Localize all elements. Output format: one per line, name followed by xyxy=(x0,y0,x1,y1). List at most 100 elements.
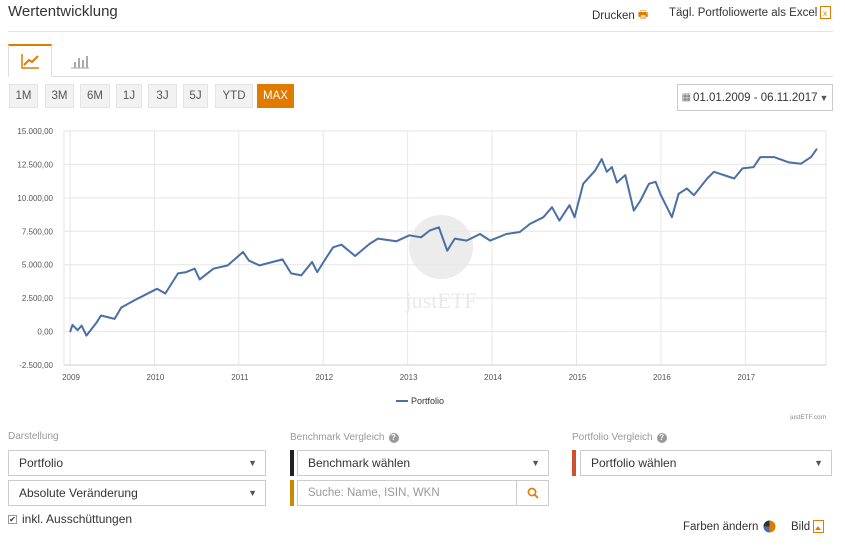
x-tick-label: 2017 xyxy=(737,373,755,382)
y-tick-label: 15.000,00 xyxy=(17,127,53,136)
data-point xyxy=(226,264,229,267)
help-icon[interactable]: ? xyxy=(656,432,667,443)
data-point xyxy=(281,258,284,261)
data-point xyxy=(693,194,695,196)
data-point xyxy=(258,264,261,267)
data-point xyxy=(290,272,292,275)
darstellung-label: Darstellung xyxy=(8,431,59,442)
range-5j-button[interactable]: 5J xyxy=(183,84,208,108)
portfolio-compare-select[interactable]: Portfolio wählen ▼ xyxy=(580,450,832,476)
divider xyxy=(8,31,833,32)
darstellung-select[interactable]: Portfolio ▼ xyxy=(8,450,266,476)
x-tick-label: 2009 xyxy=(62,373,80,382)
data-point xyxy=(624,174,627,176)
performance-chart: justETF 15.000,00 12.500,00 10.000,00 7.500,… xyxy=(17,127,827,420)
data-point xyxy=(733,177,736,180)
range-3j-button[interactable]: 3J xyxy=(148,84,177,108)
search-icon xyxy=(527,487,539,499)
data-point xyxy=(505,233,508,235)
printer-icon: 🖶 xyxy=(637,9,649,21)
print-label: Drucken xyxy=(592,9,635,22)
data-point xyxy=(648,183,650,185)
data-point xyxy=(660,194,662,196)
data-point xyxy=(332,246,334,249)
mode-value: Absolute Veränderung xyxy=(19,486,138,500)
x-tick-label: 2015 xyxy=(569,373,587,382)
checkbox-label: inkl. Ausschüttungen xyxy=(22,512,133,526)
search-button[interactable] xyxy=(516,480,549,506)
page-title: Wertentwicklung xyxy=(8,3,118,20)
data-point xyxy=(377,237,379,240)
range-6m-button[interactable]: 6M xyxy=(80,84,110,108)
data-point xyxy=(529,223,531,225)
data-point xyxy=(428,229,431,232)
data-point xyxy=(300,274,303,277)
data-point xyxy=(639,199,642,202)
data-point xyxy=(325,256,328,259)
excel-export-link[interactable]: Tägl. Portfoliowerte als Excel x xyxy=(669,6,832,19)
data-point xyxy=(788,161,790,164)
data-point xyxy=(489,239,492,242)
data-point xyxy=(594,169,596,172)
data-point xyxy=(799,162,802,165)
data-point xyxy=(568,204,571,207)
y-tick-label: -2.500,00 xyxy=(19,361,53,370)
checkbox[interactable]: ✔ xyxy=(8,514,17,524)
data-point xyxy=(96,321,98,324)
data-point xyxy=(519,231,521,233)
print-link[interactable]: Drucken 🖶 xyxy=(592,6,648,25)
x-tick-label: 2016 xyxy=(653,373,671,382)
data-point xyxy=(212,267,215,270)
y-tick-label: 12.500,00 xyxy=(17,160,53,169)
data-point xyxy=(248,259,250,262)
data-point xyxy=(573,216,576,219)
y-tick-label: 2.500,00 xyxy=(22,294,54,303)
data-point xyxy=(271,261,274,263)
help-icon[interactable]: ? xyxy=(388,432,399,443)
data-point xyxy=(741,167,744,170)
y-tick-label: 0,00 xyxy=(37,328,53,337)
tab-line-chart[interactable] xyxy=(8,44,52,77)
data-point xyxy=(706,177,709,180)
change-colors-link[interactable]: Farben ändern xyxy=(683,520,776,533)
search-input[interactable]: Suche: Name, ISIN, WKN xyxy=(297,480,517,506)
data-point xyxy=(773,156,775,158)
date-range-select[interactable]: ▦ 01.01.2009 - 06.11.2017 ▼ xyxy=(677,84,833,111)
data-point xyxy=(759,156,762,158)
data-point xyxy=(198,278,201,281)
data-point xyxy=(446,249,448,252)
distributions-checkbox-row[interactable]: ✔ inkl. Ausschüttungen xyxy=(8,512,132,526)
x-tick-label: 2012 xyxy=(315,373,333,382)
data-point xyxy=(177,272,179,275)
color-palette-icon xyxy=(763,520,776,533)
image-export-link[interactable]: Bild xyxy=(791,520,825,533)
range-1j-button[interactable]: 1J xyxy=(116,84,142,108)
legend-item: Portfolio xyxy=(411,396,444,406)
range-1m-button[interactable]: 1M xyxy=(9,84,38,108)
x-tick-label: 2014 xyxy=(484,373,502,382)
data-point xyxy=(465,239,468,242)
search-color-bar xyxy=(290,480,294,506)
data-point xyxy=(80,324,83,327)
caret-down-icon: ▼ xyxy=(248,458,257,468)
benchmark-select[interactable]: Benchmark wählen ▼ xyxy=(297,450,549,476)
portfolio-compare-value: Portfolio wählen xyxy=(591,456,677,470)
data-point xyxy=(408,234,411,237)
data-point xyxy=(242,251,244,253)
data-point xyxy=(420,236,422,239)
data-point xyxy=(551,206,553,209)
range-ytd-button[interactable]: YTD xyxy=(215,84,253,108)
range-3m-button[interactable]: 3M xyxy=(45,84,74,108)
calendar-icon: ▦ xyxy=(681,92,692,103)
benchmark-value: Benchmark wählen xyxy=(308,456,411,470)
y-tick-label: 7.500,00 xyxy=(22,227,54,236)
caret-down-icon: ▼ xyxy=(248,488,257,498)
data-point xyxy=(611,166,613,168)
mode-select[interactable]: Absolute Veränderung ▼ xyxy=(8,480,266,506)
range-max-button[interactable]: MAX xyxy=(257,84,294,108)
data-point xyxy=(316,271,319,273)
date-range-value: 01.01.2009 - 06.11.2017 xyxy=(693,91,818,104)
tab-bar-chart[interactable] xyxy=(58,44,102,77)
x-tick-label: 2013 xyxy=(400,373,418,382)
data-point xyxy=(815,148,818,150)
